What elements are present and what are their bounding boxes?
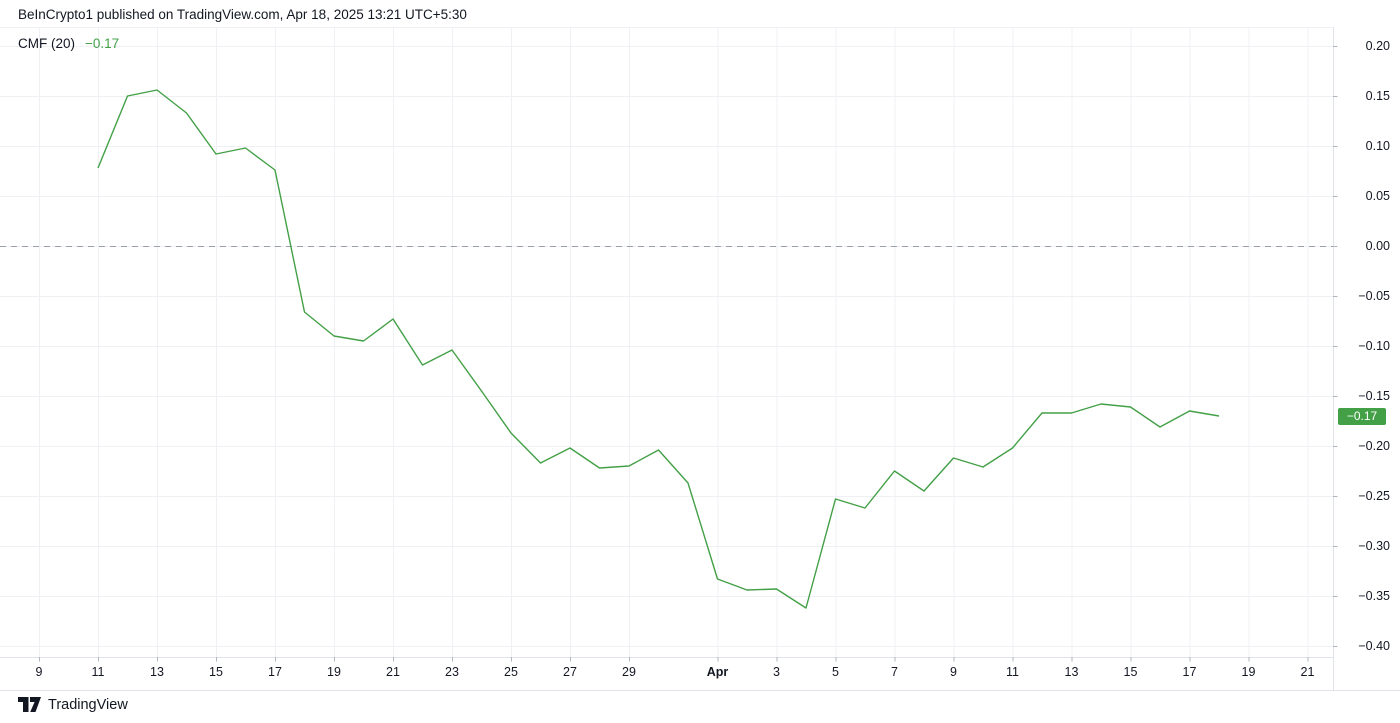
y-axis-label: −0.20 xyxy=(1358,438,1390,453)
y-axis-label: −0.35 xyxy=(1358,588,1390,603)
y-axis-label: −0.30 xyxy=(1358,538,1390,553)
x-axis-label: 19 xyxy=(1241,665,1256,679)
y-axis-label: −0.15 xyxy=(1358,388,1390,403)
tradingview-brand-text: TradingView xyxy=(48,696,128,713)
cmf-line xyxy=(97,89,1220,609)
x-axis-label: 17 xyxy=(268,665,282,679)
last-value-badge: −0.17 xyxy=(1338,407,1386,425)
y-axis-label: 0.10 xyxy=(1365,138,1390,153)
y-axis-label: 0.20 xyxy=(1365,38,1390,53)
x-axis-label: 9 xyxy=(35,665,43,679)
y-axis-label: −0.05 xyxy=(1358,288,1390,303)
y-axis-label: 0.15 xyxy=(1365,88,1390,103)
indicator-name: CMF (20) xyxy=(18,36,75,51)
x-axis-label: 11 xyxy=(1006,665,1019,679)
x-axis-label: 21 xyxy=(1300,665,1315,679)
y-axis-label: 0.00 xyxy=(1365,238,1390,253)
tradingview-logo-icon xyxy=(18,697,41,712)
indicator-legend: CMF (20) −0.17 xyxy=(18,36,119,51)
x-axis-label: 15 xyxy=(209,665,223,679)
x-axis-label: 5 xyxy=(832,665,839,679)
x-axis-label: 21 xyxy=(386,665,400,679)
attribution-text: BeInCrypto1 published on TradingView.com… xyxy=(18,7,467,22)
x-axis-label: 29 xyxy=(622,665,636,679)
x-axis-label: 27 xyxy=(563,665,577,679)
y-axis-label: −0.40 xyxy=(1358,638,1390,653)
x-axis-label: 9 xyxy=(950,665,957,679)
x-axis-label: 15 xyxy=(1123,665,1138,679)
x-axis-label: 3 xyxy=(773,665,780,679)
x-axis-label: 13 xyxy=(1064,665,1079,679)
indicator-value: −0.17 xyxy=(85,36,120,51)
x-axis-label: 19 xyxy=(327,665,341,679)
x-axis-label: 17 xyxy=(1182,665,1197,679)
tradingview-link[interactable]: TradingView xyxy=(18,697,128,713)
x-axis-label: 7 xyxy=(891,665,898,679)
y-axis-label: −0.25 xyxy=(1358,488,1390,503)
x-axis-label: 25 xyxy=(504,665,518,679)
x-axis-label: 11 xyxy=(91,665,105,679)
y-axis-label: −0.10 xyxy=(1358,338,1390,353)
x-axis-label: Apr xyxy=(706,665,729,679)
x-axis-label: 13 xyxy=(150,665,164,679)
x-axis-label: 23 xyxy=(445,665,459,679)
y-axis-label: 0.05 xyxy=(1365,188,1390,203)
